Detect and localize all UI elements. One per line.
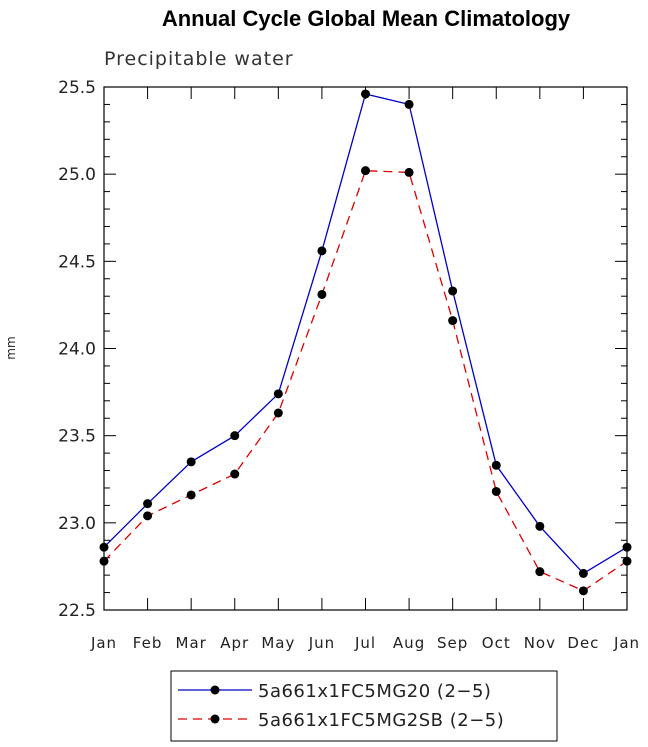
major-ticks — [103, 86, 628, 611]
x-tick-label: Oct — [482, 634, 511, 652]
series-line-0 — [103, 93, 628, 575]
y-tick-label: 23.0 — [58, 514, 96, 534]
data-point-series-1 — [186, 490, 196, 500]
data-point-series-0 — [361, 89, 370, 99]
y-tick-label: 25.0 — [58, 165, 96, 185]
x-tick-label: Aug — [393, 634, 425, 652]
x-tick-label: Sep — [437, 634, 468, 652]
x-tick-label: Jun — [308, 634, 335, 652]
x-tick-label: Feb — [133, 634, 163, 652]
data-point-series-1 — [230, 469, 240, 479]
y-tick-label: 24.0 — [58, 340, 96, 360]
data-point-series-1 — [448, 316, 458, 326]
chart-subtitle: Precipitable water — [104, 48, 294, 70]
data-point-series-1 — [404, 167, 414, 177]
data-point-series-1 — [361, 166, 370, 176]
series-line-1 — [103, 170, 628, 592]
data-point-series-0 — [143, 499, 153, 509]
legend-marker-0 — [210, 685, 220, 695]
legend-marker-1 — [210, 714, 220, 724]
x-tick-label: May — [261, 634, 295, 652]
x-tick-labels: Jan Feb Mar Apr May Jun Jul Aug Sep Oct Nov Dec Jan — [90, 634, 640, 652]
data-point-series-0 — [448, 286, 458, 296]
data-point-series-0 — [186, 457, 196, 467]
legend-label-0: 5a661x1FC5MG20 (2−5) — [258, 681, 491, 702]
data-point-series-1 — [143, 511, 153, 521]
data-point-series-0 — [273, 389, 283, 399]
chart-title: Annual Cycle Global Mean Climatology — [162, 6, 571, 31]
x-tick-label: Nov — [524, 634, 556, 652]
x-tick-label: Apr — [220, 634, 249, 652]
data-point-series-1 — [578, 586, 588, 596]
series-markers — [99, 89, 632, 596]
legend-label-1: 5a661x1FC5MG2SB (2−5) — [258, 710, 504, 731]
data-point-series-0 — [491, 460, 501, 470]
data-point-series-0 — [404, 99, 414, 109]
y-tick-labels: 22.5 23.0 23.5 24.0 24.5 25.0 25.5 — [58, 78, 96, 621]
x-tick-label: Jan — [90, 634, 117, 652]
legend: 5a661x1FC5MG20 (2−5) 5a661x1FC5MG2SB (2−… — [170, 670, 558, 742]
x-tick-label: Jan — [613, 634, 640, 652]
data-point-series-1 — [273, 408, 283, 418]
data-point-series-0 — [230, 431, 240, 441]
y-tick-label: 22.5 — [58, 601, 96, 621]
minor-ticks — [104, 103, 627, 594]
plot-frame — [103, 86, 628, 611]
x-tick-label: Mar — [176, 634, 207, 652]
data-point-series-0 — [535, 521, 545, 531]
y-tick-label: 23.5 — [58, 427, 96, 447]
data-point-series-1 — [491, 486, 501, 496]
data-point-series-1 — [317, 289, 327, 299]
y-axis-label: mm — [4, 336, 18, 359]
legend-box — [170, 670, 558, 742]
y-tick-label: 24.5 — [58, 252, 96, 272]
data-point-series-1 — [535, 567, 545, 577]
data-point-series-0 — [317, 246, 327, 256]
x-tick-label: Dec — [567, 634, 599, 652]
y-tick-label: 25.5 — [58, 78, 96, 98]
data-point-series-0 — [578, 568, 588, 578]
x-tick-label: Jul — [354, 634, 376, 652]
